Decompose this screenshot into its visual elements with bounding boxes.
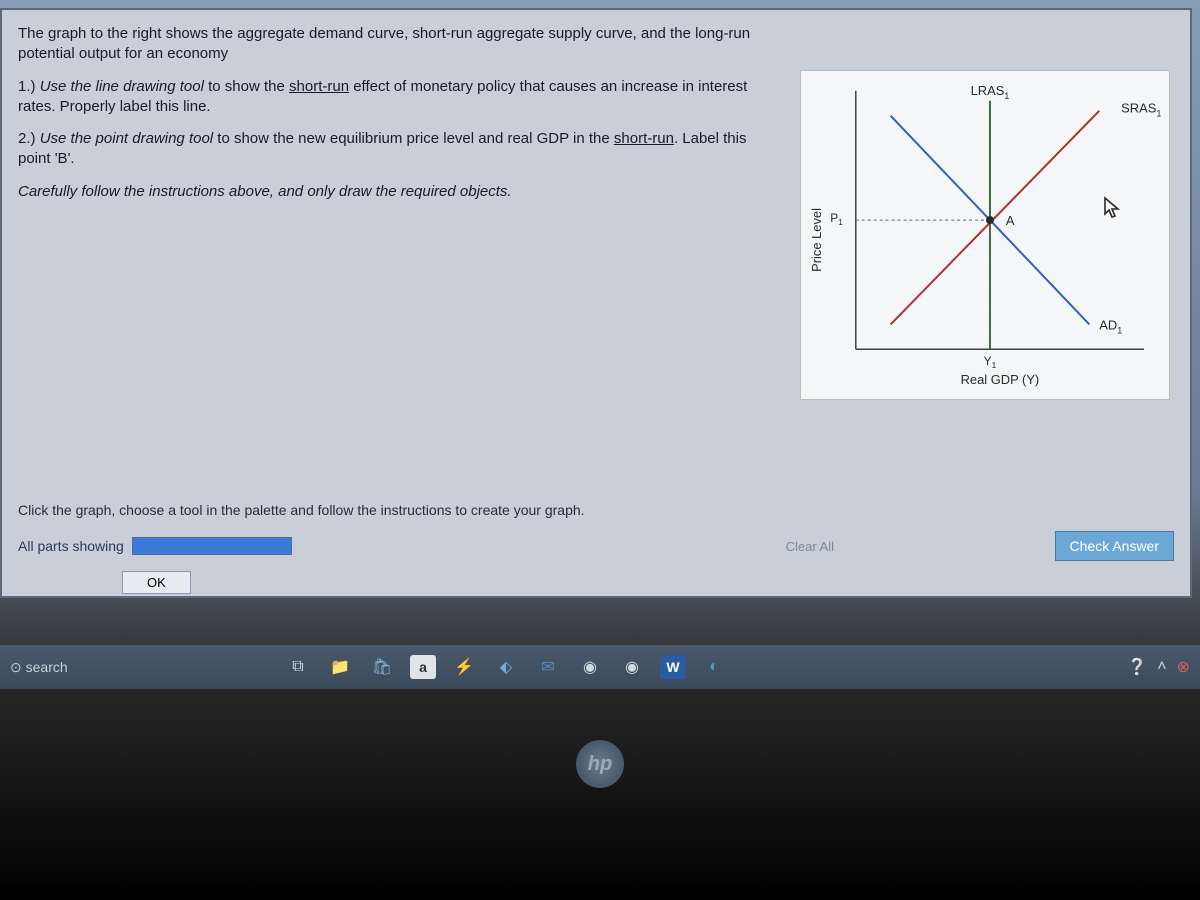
search-label[interactable]: ⊙ search xyxy=(10,659,270,676)
task-view-icon[interactable]: ⧉ xyxy=(284,653,312,681)
progress-bar xyxy=(132,537,292,555)
clear-all-button[interactable]: Clear All xyxy=(786,539,834,554)
lightning-icon[interactable]: ⚡ xyxy=(450,653,478,681)
sras-label: SRAS1 xyxy=(1121,101,1161,119)
word-icon[interactable]: W xyxy=(660,655,686,679)
help-icon[interactable]: ❔ xyxy=(1127,657,1147,677)
point-a xyxy=(986,216,994,224)
econ-graph[interactable]: Price Level Real GDP (Y) LRAS1 SRAS1 AD1… xyxy=(801,71,1169,399)
close-x-icon[interactable]: ⊗ xyxy=(1177,657,1190,677)
system-tray[interactable]: ❔ ˄ ⊗ xyxy=(1127,657,1190,677)
careful-text: Carefully follow the instructions above,… xyxy=(18,182,778,202)
part1: 1.) Use the line drawing tool to show th… xyxy=(18,77,778,118)
part2: 2.) Use the point drawing tool to show t… xyxy=(18,129,778,170)
taskbar: ⊙ search ⧉ 📁 🛍 a ⚡ ⬖ ✉ ◉ ◉ W ◐ ❔ ˄ ⊗ xyxy=(0,645,1200,689)
check-answer-button[interactable]: Check Answer xyxy=(1055,531,1174,561)
hp-logo: hp xyxy=(576,740,624,788)
chevron-up-icon[interactable]: ˄ xyxy=(1157,658,1166,676)
lras-label: LRAS1 xyxy=(971,83,1010,101)
chrome2-icon[interactable]: ◉ xyxy=(618,653,646,681)
ad-label: AD1 xyxy=(1099,317,1122,335)
intro-text: The graph to the right shows the aggrega… xyxy=(18,24,778,65)
p1-label: P1 xyxy=(830,211,843,227)
graph-panel[interactable]: Price Level Real GDP (Y) LRAS1 SRAS1 AD1… xyxy=(800,70,1170,400)
quiz-window: The graph to the right shows the aggrega… xyxy=(0,8,1192,598)
y-axis-label: Price Level xyxy=(809,208,824,272)
store-icon[interactable]: 🛍 xyxy=(368,653,396,681)
dropbox-icon[interactable]: ⬖ xyxy=(492,653,520,681)
edge-icon[interactable]: ◐ xyxy=(700,653,728,681)
ok-button[interactable]: OK xyxy=(122,571,191,594)
folder-icon[interactable]: 📁 xyxy=(326,653,354,681)
amazon-icon[interactable]: a xyxy=(410,655,436,679)
point-a-label: A xyxy=(1006,213,1015,228)
mail-icon[interactable]: ✉ xyxy=(534,653,562,681)
x-axis-label: Real GDP (Y) xyxy=(961,372,1040,387)
y1-label: Y1 xyxy=(984,354,997,370)
bottom-bar: All parts showing Clear All Check Answer xyxy=(18,530,1174,562)
sras-line xyxy=(891,111,1100,325)
all-parts-label: All parts showing xyxy=(18,538,124,554)
chrome-icon[interactable]: ◉ xyxy=(576,653,604,681)
hint-text: Click the graph, choose a tool in the pa… xyxy=(18,502,585,518)
question-text: The graph to the right shows the aggrega… xyxy=(18,24,778,214)
